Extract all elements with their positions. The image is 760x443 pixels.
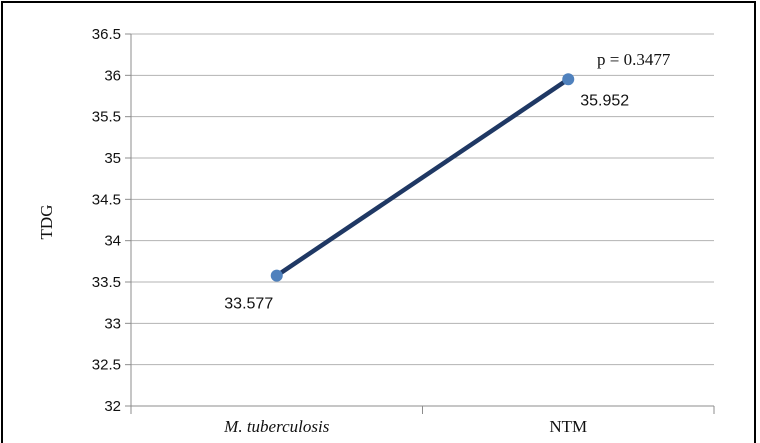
x-category-label: M. tuberculosis [223, 417, 330, 436]
data-point [562, 73, 575, 86]
y-tick-label: 35 [104, 150, 121, 167]
data-label: 35.952 [580, 92, 629, 109]
data-label: 33.577 [224, 296, 273, 313]
y-tick-label: 34 [104, 233, 121, 250]
data-labels: 33.577 35.952 [224, 92, 629, 312]
x-category-label: NTM [549, 417, 587, 436]
gridlines [131, 33, 714, 366]
data-points [270, 73, 575, 282]
series-line [274, 77, 571, 278]
p-value-annotation: p = 0.3477 [597, 50, 671, 69]
series-lines [274, 77, 571, 278]
y-tick-label: 36.5 [92, 26, 121, 43]
y-tick-label: 32 [104, 398, 121, 415]
y-tick-label: 32.5 [92, 357, 121, 374]
y-tick-label: 33 [104, 315, 121, 332]
y-axis-label: TDG [37, 205, 56, 240]
data-point [270, 269, 283, 282]
y-tick-label: 35.5 [92, 109, 121, 126]
y-tick-label: 36 [104, 67, 121, 84]
x-tick-labels: M. tuberculosis NTM [223, 417, 587, 436]
axes [125, 33, 715, 414]
y-tick-label: 33.5 [92, 274, 121, 291]
y-tick-label: 34.5 [92, 191, 121, 208]
y-tick-labels: 32 32.5 33 33.5 34 34.5 35 35.5 36 36.5 [92, 26, 121, 415]
